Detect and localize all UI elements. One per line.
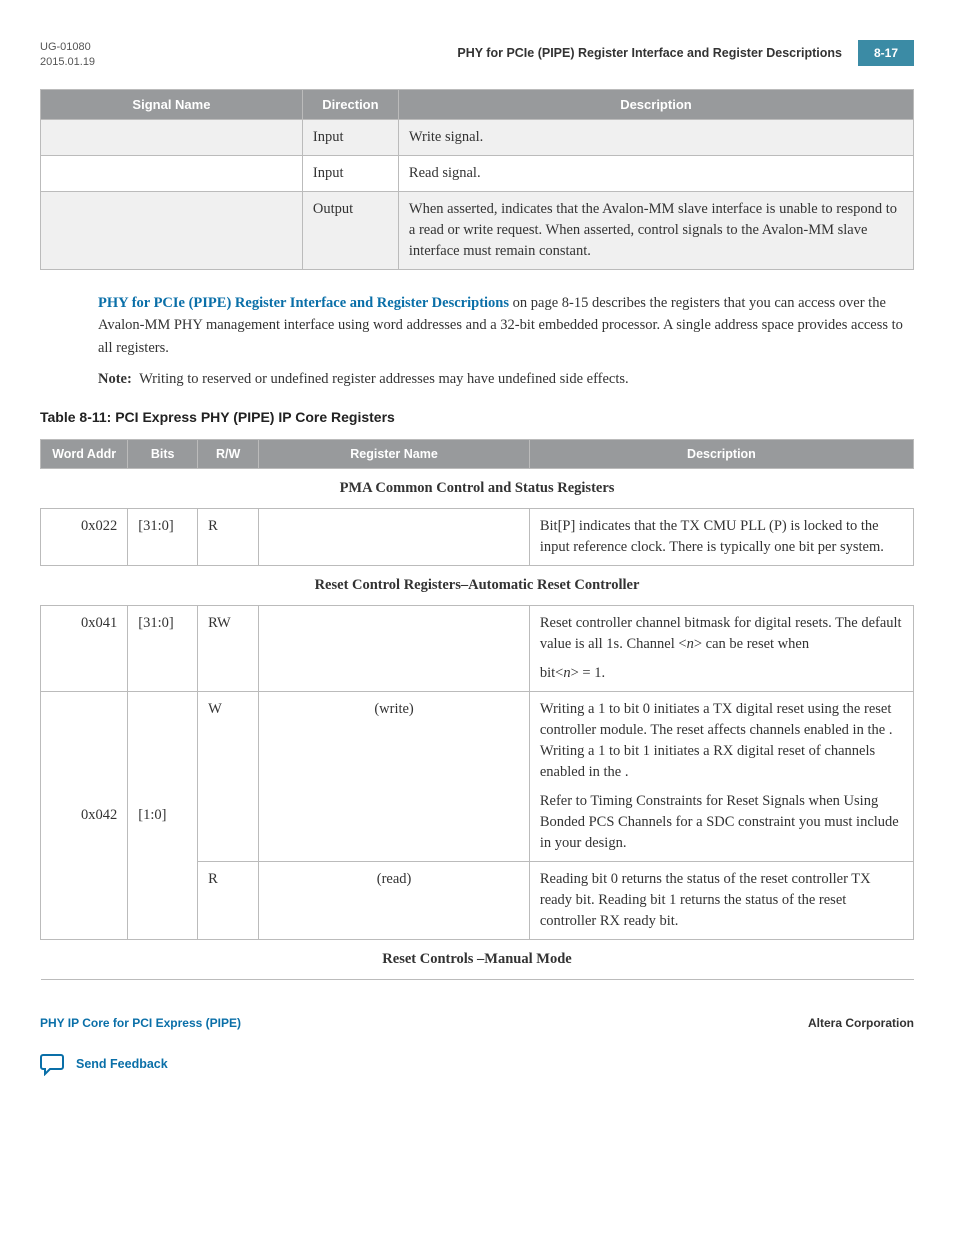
footer-doc-title[interactable]: PHY IP Core for PCI Express (PIPE) bbox=[40, 1016, 241, 1030]
footer-company: Altera Corporation bbox=[808, 1016, 914, 1030]
feedback-label: Send Feedback bbox=[76, 1057, 168, 1071]
section-title: Reset Control Registers–Automatic Reset … bbox=[41, 566, 914, 606]
direction-cell: Input bbox=[302, 155, 398, 191]
body-paragraph: PHY for PCIe (PIPE) Register Interface a… bbox=[98, 292, 914, 359]
table-row: 0x022 [31:0] R Bit[P] indicates that the… bbox=[41, 509, 914, 566]
desc-text: Refer to Timing Constraints for Reset Si… bbox=[540, 793, 899, 851]
section-header-row: Reset Control Registers–Automatic Reset … bbox=[41, 566, 914, 606]
doc-id: UG-01080 bbox=[40, 40, 95, 55]
regdesc-cell: Reset controller channel bitmask for dig… bbox=[529, 606, 913, 692]
header-right: PHY for PCIe (PIPE) Register Interface a… bbox=[457, 40, 914, 66]
table-row: Output When asserted, indicates that the… bbox=[41, 191, 914, 269]
note: Note: Writing to reserved or undefined r… bbox=[98, 369, 914, 391]
regdesc-col-header: Description bbox=[529, 440, 913, 469]
rw-cell: RW bbox=[198, 606, 259, 692]
bits-cell: [31:0] bbox=[128, 606, 198, 692]
table-row: 0x041 [31:0] RW Reset controller channel… bbox=[41, 606, 914, 692]
addr-cell: 0x041 bbox=[41, 606, 128, 692]
feedback-icon bbox=[40, 1052, 66, 1076]
regdesc-cell: Reading bit 0 returns the status of the … bbox=[529, 862, 913, 940]
rw-cell: R bbox=[198, 509, 259, 566]
regname-cell bbox=[259, 606, 530, 692]
section-title: Reset Controls –Manual Mode bbox=[41, 940, 914, 980]
signal-cell bbox=[41, 191, 303, 269]
note-text: Writing to reserved or undefined registe… bbox=[139, 371, 629, 387]
regname-cell bbox=[259, 509, 530, 566]
signal-table: Signal Name Direction Description Input … bbox=[40, 89, 914, 270]
addr-cell: 0x022 bbox=[41, 509, 128, 566]
desc-text: bit per system. bbox=[799, 539, 884, 555]
direction-cell: Output bbox=[302, 191, 398, 269]
signal-cell bbox=[41, 119, 303, 155]
table-row: 0x042 [1:0] W (write) Writing a 1 to bit… bbox=[41, 692, 914, 862]
section-header-row: Reset Controls –Manual Mode bbox=[41, 940, 914, 980]
rw-cell: W bbox=[198, 692, 259, 862]
rw-col-header: R/W bbox=[198, 440, 259, 469]
addr-cell: 0x042 bbox=[41, 692, 128, 940]
page-number-badge: 8-17 bbox=[858, 40, 914, 66]
page-header: UG-01080 2015.01.19 PHY for PCIe (PIPE) … bbox=[40, 40, 914, 71]
desc-cell: When asserted, indicates that the Avalon… bbox=[398, 191, 913, 269]
section-title: PMA Common Control and Status Registers bbox=[41, 469, 914, 509]
table-row: Input Write signal. bbox=[41, 119, 914, 155]
bits-cell: [1:0] bbox=[128, 692, 198, 940]
header-doc-info: UG-01080 2015.01.19 bbox=[40, 40, 95, 71]
signal-cell bbox=[41, 155, 303, 191]
section-header-row: PMA Common Control and Status Registers bbox=[41, 469, 914, 509]
desc-text: Writing a 1 to bit 0 initiates a TX digi… bbox=[540, 701, 892, 738]
bits-cell: [31:0] bbox=[128, 509, 198, 566]
table-caption: Table 8-11: PCI Express PHY (PIPE) IP Co… bbox=[40, 409, 914, 425]
regname-col-header: Register Name bbox=[259, 440, 530, 469]
direction-cell: Input bbox=[302, 119, 398, 155]
desc-text: . bbox=[625, 764, 629, 780]
description-col-header: Description bbox=[398, 89, 913, 119]
regname-cell: (write) bbox=[259, 692, 530, 862]
bits-col-header: Bits bbox=[128, 440, 198, 469]
regdesc-cell: Bit[P] indicates that the TX CMU PLL (P)… bbox=[529, 509, 913, 566]
doc-date: 2015.01.19 bbox=[40, 55, 95, 70]
desc-text: > = 1. bbox=[571, 665, 605, 681]
rw-cell: R bbox=[198, 862, 259, 940]
regname-cell: (read) bbox=[259, 862, 530, 940]
desc-cell: Write signal. bbox=[398, 119, 913, 155]
page-title: PHY for PCIe (PIPE) Register Interface a… bbox=[457, 46, 842, 60]
regdesc-cell: Writing a 1 to bit 0 initiates a TX digi… bbox=[529, 692, 913, 862]
register-table: Word Addr Bits R/W Register Name Descrip… bbox=[40, 439, 914, 980]
page-footer: PHY IP Core for PCI Express (PIPE) Alter… bbox=[40, 1016, 914, 1030]
table-row: Input Read signal. bbox=[41, 155, 914, 191]
wordaddr-col-header: Word Addr bbox=[41, 440, 128, 469]
note-label: Note: bbox=[98, 371, 132, 387]
xref-link[interactable]: PHY for PCIe (PIPE) Register Interface a… bbox=[98, 295, 509, 311]
desc-text: > can be reset when bbox=[694, 636, 809, 652]
signal-col-header: Signal Name bbox=[41, 89, 303, 119]
desc-text: bit< bbox=[540, 665, 564, 681]
desc-cell: Read signal. bbox=[398, 155, 913, 191]
send-feedback-link[interactable]: Send Feedback bbox=[40, 1052, 914, 1076]
direction-col-header: Direction bbox=[302, 89, 398, 119]
